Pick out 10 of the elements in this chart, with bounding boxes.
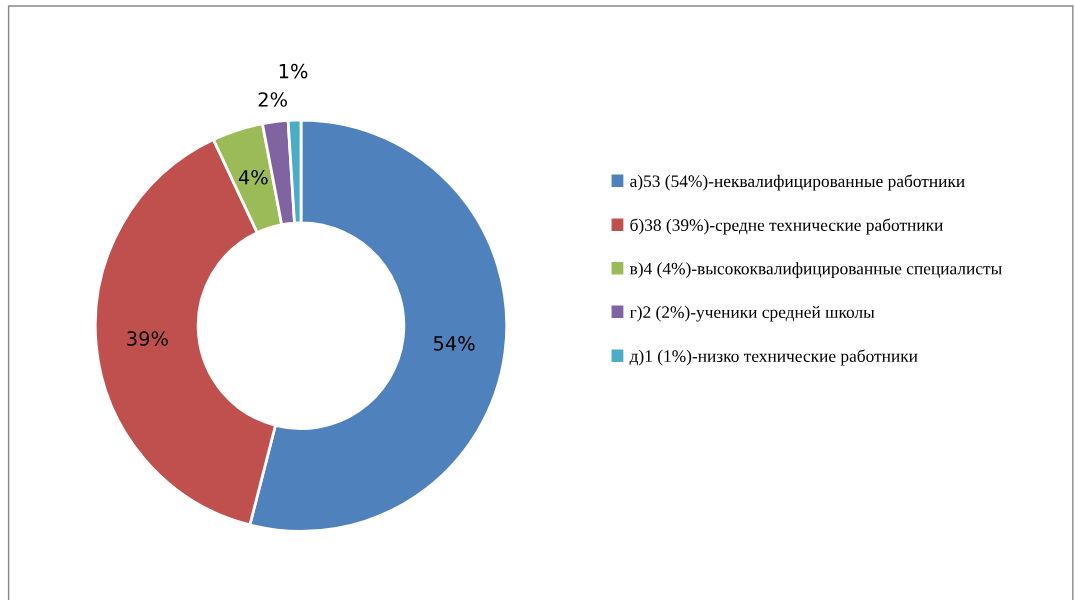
data-label: 1%: [279, 63, 308, 79]
legend-label: г)2 (2%)-ученики средней школы: [629, 305, 875, 322]
data-label: 2%: [258, 92, 287, 107]
data-label: 4%: [238, 169, 268, 185]
legend-label: в)4 (4%)-высококвалифицированные специалисты: [629, 262, 1002, 279]
data-label: 54%: [433, 335, 475, 351]
legend-label: а)53 (54%)-неквалифицированные работники: [630, 174, 965, 191]
legend-label: д)1 (1%)-низко технические работники: [629, 349, 918, 366]
legend-label: б)38 (39%)-средне технические работники: [630, 218, 943, 235]
data-label: 39%: [127, 331, 168, 346]
